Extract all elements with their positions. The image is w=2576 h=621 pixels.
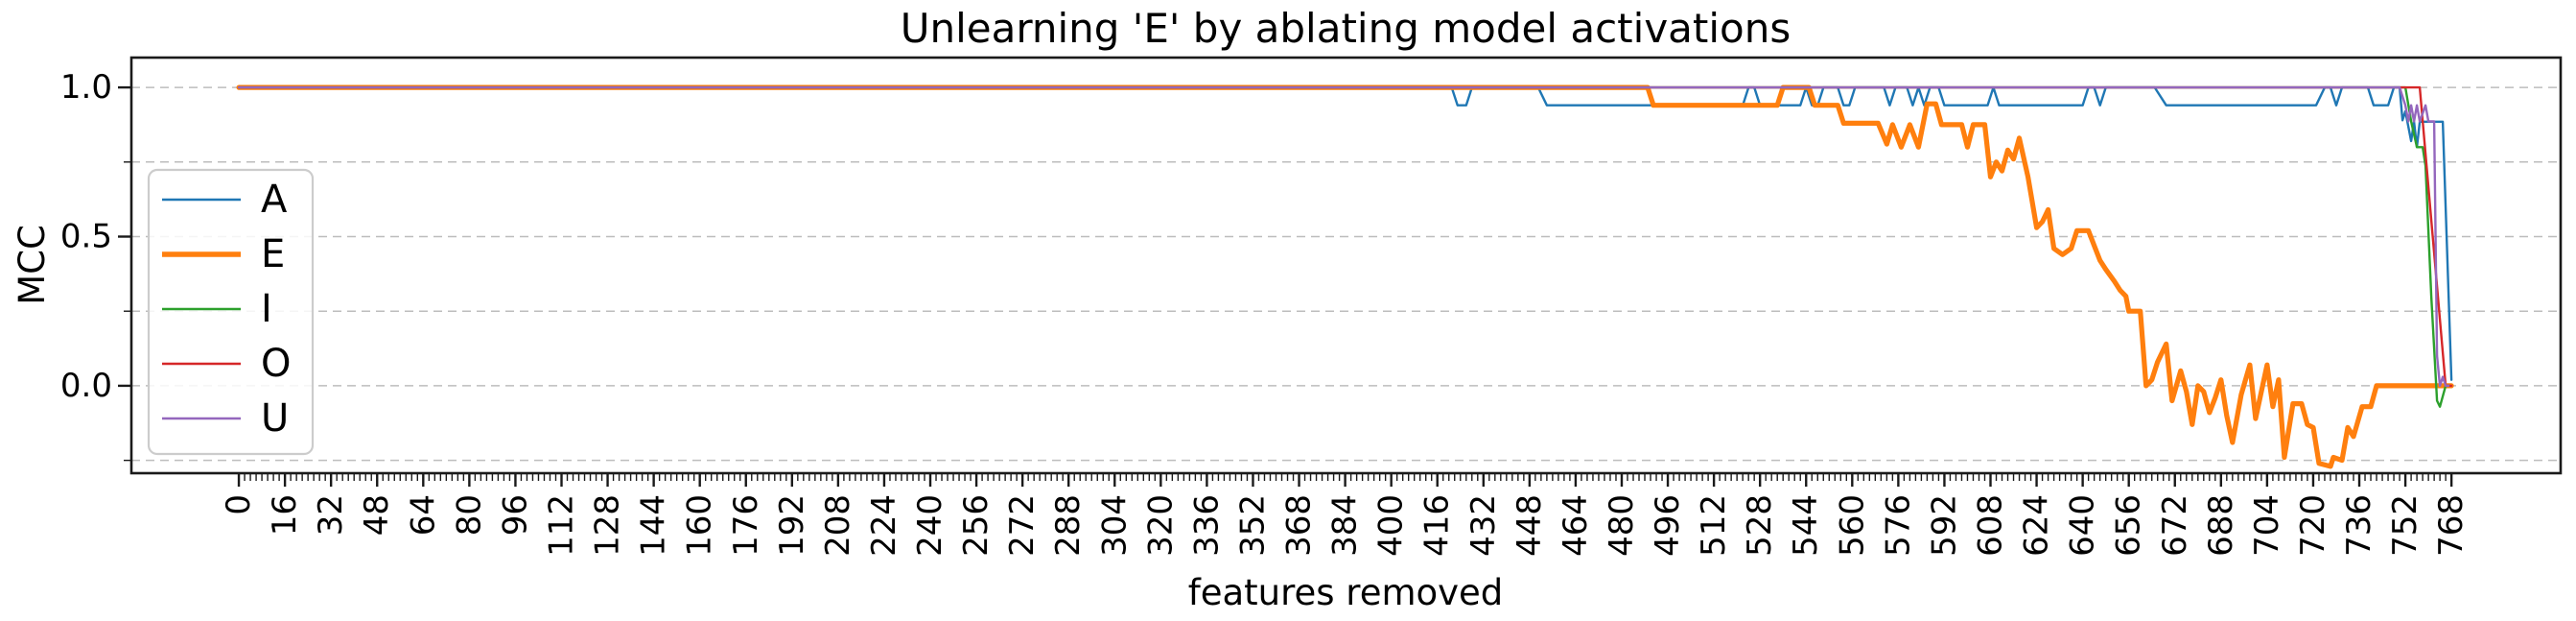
x-tick-label-320: 320 xyxy=(1141,494,1180,557)
x-tick-label-224: 224 xyxy=(865,494,903,557)
x-tick-label-416: 416 xyxy=(1418,494,1457,557)
y-axis-ticks: 1.0 0.5 0.0 xyxy=(60,68,131,462)
legend-label-E: E xyxy=(261,232,285,276)
x-axis-label: features removed xyxy=(1188,572,1504,613)
series-lines xyxy=(236,84,2454,469)
x-tick-label-656: 656 xyxy=(2110,494,2148,557)
legend-item-E: E xyxy=(162,232,285,276)
x-tick-label-560: 560 xyxy=(1833,494,1871,557)
y-tick-label-1.0: 1.0 xyxy=(60,68,112,107)
x-tick-label-608: 608 xyxy=(1972,494,2010,557)
x-tick-label-368: 368 xyxy=(1280,494,1319,557)
x-tick-label-0: 0 xyxy=(220,494,258,515)
x-tick-label-112: 112 xyxy=(543,494,581,557)
x-tick-label-448: 448 xyxy=(1510,494,1549,557)
x-tick-label-64: 64 xyxy=(404,494,442,536)
x-tick-label-144: 144 xyxy=(635,494,673,557)
x-tick-label-528: 528 xyxy=(1741,494,1779,557)
x-axis-ticks: 0 16 32 48 64 80 96 112 128 144 160 176 192 208 224 240… xyxy=(220,473,2471,557)
x-tick-label-192: 192 xyxy=(773,494,811,557)
chart-title: Unlearning 'E' by ablating model activat… xyxy=(901,5,1791,52)
x-tick-label-352: 352 xyxy=(1233,494,1272,557)
legend-item-I: I xyxy=(162,287,272,331)
x-tick-label-592: 592 xyxy=(1925,494,1963,557)
x-tick-label-384: 384 xyxy=(1326,494,1365,557)
x-tick-label-256: 256 xyxy=(957,494,995,557)
legend-item-U: U xyxy=(162,396,289,441)
series-line-A xyxy=(237,85,2453,381)
x-tick-label-208: 208 xyxy=(819,494,857,557)
x-tick-label-512: 512 xyxy=(1695,494,1733,557)
legend-box xyxy=(147,168,315,456)
series-line-I xyxy=(237,85,2450,408)
x-tick-label-160: 160 xyxy=(681,494,719,557)
x-tick-label-48: 48 xyxy=(358,494,396,536)
x-tick-label-480: 480 xyxy=(1603,494,1641,557)
x-tick-label-736: 736 xyxy=(2340,494,2378,557)
series-line-E xyxy=(236,84,2454,469)
x-tick-label-464: 464 xyxy=(1557,494,1595,557)
x-tick-label-752: 752 xyxy=(2386,494,2424,557)
x-tick-label-768: 768 xyxy=(2432,494,2471,557)
x-tick-label-576: 576 xyxy=(1879,494,1917,557)
x-tick-label-336: 336 xyxy=(1187,494,1226,557)
x-tick-label-32: 32 xyxy=(312,494,350,536)
x-tick-label-288: 288 xyxy=(1049,494,1088,557)
x-tick-label-400: 400 xyxy=(1372,494,1411,557)
x-tick-label-304: 304 xyxy=(1095,494,1134,557)
x-tick-label-688: 688 xyxy=(2202,494,2240,557)
legend-label-U: U xyxy=(261,396,289,441)
y-tick-label-0.0: 0.0 xyxy=(60,367,112,405)
x-tick-label-176: 176 xyxy=(727,494,765,557)
x-tick-label-672: 672 xyxy=(2156,494,2194,557)
x-tick-label-544: 544 xyxy=(1787,494,1825,557)
x-tick-label-16: 16 xyxy=(266,494,304,536)
x-tick-label-720: 720 xyxy=(2294,494,2332,557)
x-tick-label-640: 640 xyxy=(2064,494,2102,557)
x-tick-label-80: 80 xyxy=(450,494,488,536)
x-tick-label-128: 128 xyxy=(589,494,627,557)
legend-item-O: O xyxy=(162,342,291,386)
x-tick-label-432: 432 xyxy=(1464,494,1503,557)
x-tick-label-96: 96 xyxy=(496,494,534,536)
y-axis-label: MCC xyxy=(12,225,53,305)
legend-label-O: O xyxy=(261,342,291,386)
legend-label-I: I xyxy=(261,287,272,331)
x-tick-label-704: 704 xyxy=(2248,494,2286,557)
legend-label-A: A xyxy=(261,178,288,222)
x-tick-label-272: 272 xyxy=(1003,494,1042,557)
series-line-U xyxy=(237,85,2450,388)
x-tick-label-240: 240 xyxy=(911,494,949,557)
y-tick-label-0.5: 0.5 xyxy=(60,218,112,256)
legend-item-A: A xyxy=(162,178,288,222)
x-tick-label-496: 496 xyxy=(1649,494,1687,557)
x-tick-label-624: 624 xyxy=(2018,494,2056,557)
